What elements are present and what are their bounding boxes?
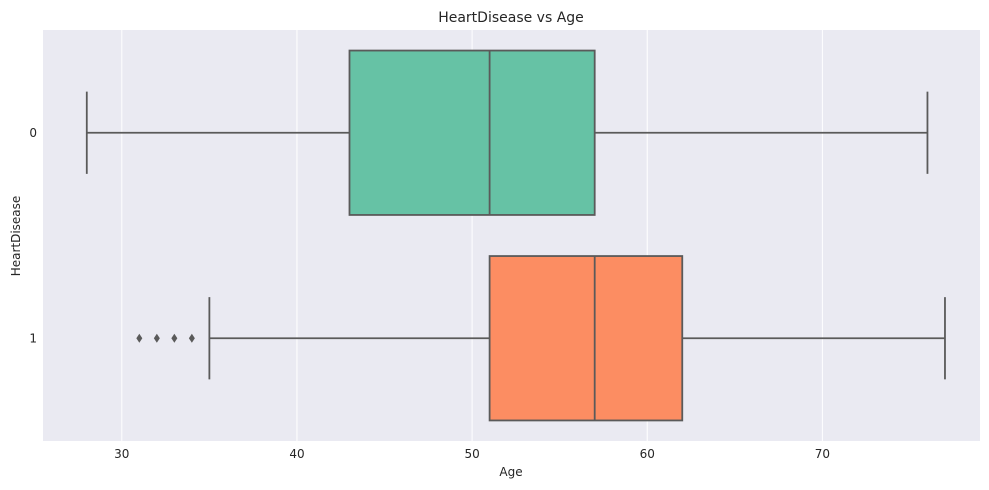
iqr-box bbox=[348, 49, 596, 216]
x-tick-label: 70 bbox=[815, 447, 830, 461]
chart-title: HeartDisease vs Age bbox=[438, 10, 584, 26]
y-tick-label: 0 bbox=[29, 126, 37, 140]
x-tick-labels: 30 40 50 60 70 bbox=[114, 447, 830, 461]
x-tick-label: 50 bbox=[464, 447, 479, 461]
box-1 bbox=[136, 255, 946, 422]
y-tick-labels: 01 bbox=[29, 126, 37, 346]
outlier-point bbox=[136, 333, 143, 343]
x-tick-label: 60 bbox=[640, 447, 655, 461]
x-tick-label: 40 bbox=[289, 447, 304, 461]
iqr-box bbox=[488, 255, 684, 422]
y-tick-label: 1 bbox=[29, 331, 37, 345]
outlier-point bbox=[188, 333, 195, 343]
y-axis-label: HeartDisease bbox=[9, 196, 23, 277]
outlier-point bbox=[171, 333, 178, 343]
x-tick-label: 30 bbox=[114, 447, 129, 461]
boxes bbox=[85, 49, 946, 422]
box-0 bbox=[85, 49, 929, 216]
outlier-point bbox=[153, 333, 160, 343]
x-axis-label: Age bbox=[499, 465, 522, 479]
